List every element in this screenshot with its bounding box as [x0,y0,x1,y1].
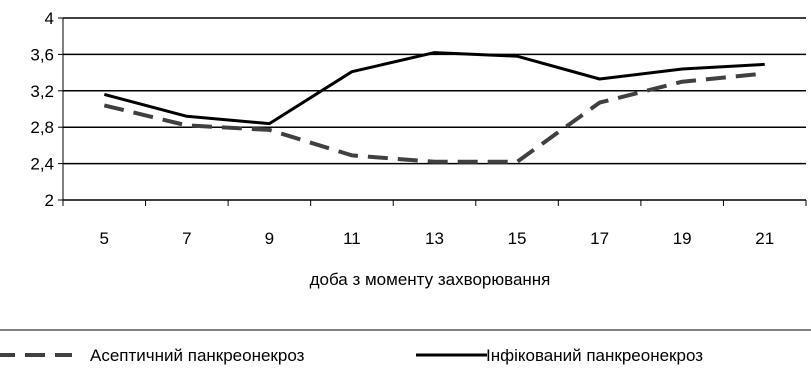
x-tick-label: 11 [343,229,361,248]
y-tick-label: 3,6 [30,45,54,64]
axes [58,17,807,206]
series-line-aseptic [103,71,765,164]
y-tick-label: 4 [45,9,54,28]
x-tick-label: 9 [265,229,274,248]
y-tick-labels: 2 2,4 2,8 3,2 3,6 4 [30,9,54,210]
series-lines [103,51,765,164]
x-tick-label: 21 [755,229,774,248]
y-tick-label: 2 [45,191,54,210]
x-tick-label: 5 [100,229,109,248]
x-axis-title: доба з моменту захворювання [310,270,551,289]
y-tick-label: 2,4 [30,155,54,174]
legend: Асептичний панкреонекроз Інфікований пан… [0,346,703,365]
legend-label-aseptic: Асептичний панкреонекроз [90,346,305,365]
y-tick-label: 3,2 [30,82,54,101]
legend-label-infected: Інфікований панкреонекроз [486,346,703,365]
x-tick-label: 7 [182,229,191,248]
x-tick-label: 15 [508,229,527,248]
x-tick-labels: 5 7 9 11 13 15 17 19 21 [100,229,775,248]
y-tick-label: 2,8 [30,118,54,137]
series-line-infected [103,51,765,126]
x-tick-label: 13 [425,229,444,248]
x-tick-label: 17 [590,229,609,248]
gridlines [63,17,806,165]
x-tick-label: 19 [673,229,692,248]
